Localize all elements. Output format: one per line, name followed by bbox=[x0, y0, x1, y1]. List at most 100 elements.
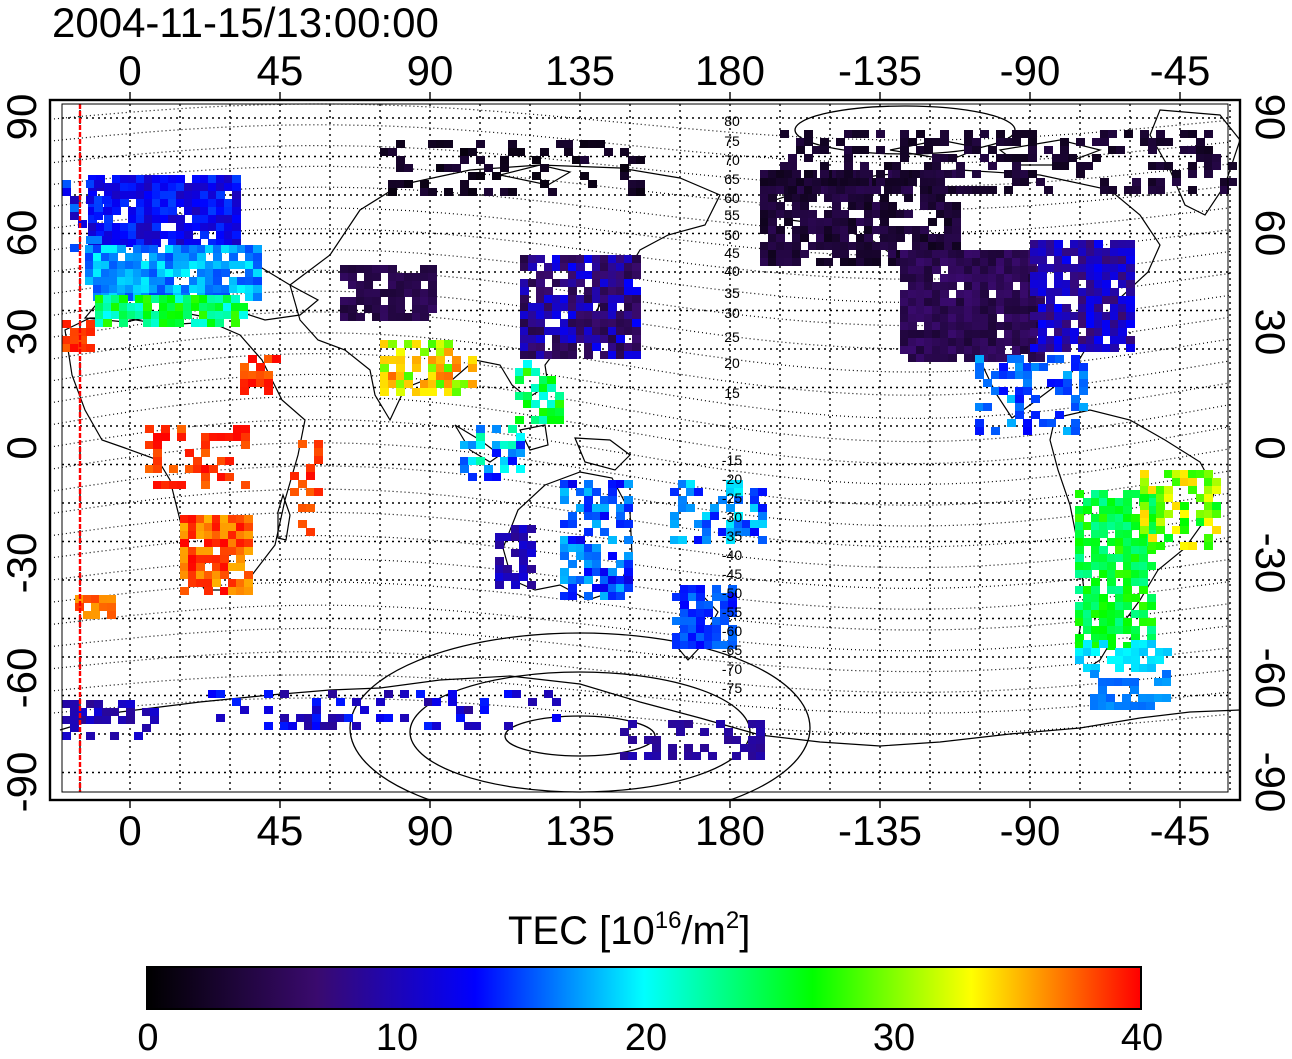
contour-line bbox=[50, 207, 1231, 257]
tec-cell bbox=[205, 261, 214, 269]
tec-cell bbox=[1023, 387, 1032, 395]
tec-cell bbox=[128, 223, 137, 231]
tec-cell bbox=[388, 340, 397, 348]
tec-cell bbox=[78, 708, 87, 716]
tec-cell bbox=[1038, 272, 1047, 280]
tec-cell bbox=[1004, 330, 1013, 338]
tec-cell bbox=[78, 328, 87, 336]
tec-cell bbox=[1076, 162, 1085, 170]
tec-cell bbox=[592, 287, 601, 295]
tec-cell bbox=[1148, 162, 1157, 170]
tec-cell bbox=[372, 265, 381, 273]
tec-cell bbox=[523, 400, 532, 408]
tec-cell bbox=[236, 515, 245, 523]
tec-cell bbox=[608, 496, 617, 504]
tec-cell bbox=[233, 425, 242, 433]
tec-cell bbox=[1140, 502, 1149, 510]
tec-cell bbox=[306, 528, 315, 536]
tec-cell bbox=[668, 752, 677, 760]
tec-cell bbox=[742, 528, 751, 536]
tec-cell bbox=[616, 319, 625, 327]
tec-cell bbox=[93, 285, 102, 293]
tec-cell bbox=[1204, 146, 1213, 154]
tec-cell bbox=[519, 533, 528, 541]
tec-cell bbox=[1075, 610, 1084, 618]
tec-cell bbox=[1180, 502, 1189, 510]
tec-cell bbox=[544, 295, 553, 303]
tec-cell bbox=[604, 148, 613, 156]
tec-cell bbox=[404, 340, 413, 348]
tec-cell bbox=[531, 416, 540, 424]
tec-cell bbox=[264, 355, 273, 363]
tec-cell bbox=[964, 290, 973, 298]
tec-cell bbox=[532, 172, 541, 180]
tec-cell bbox=[1115, 514, 1124, 522]
tec-cell bbox=[576, 263, 585, 271]
contour-line bbox=[50, 581, 1231, 631]
tec-cell bbox=[952, 210, 961, 218]
tec-cell bbox=[1012, 258, 1021, 266]
tec-cell bbox=[1086, 312, 1095, 320]
tec-cell bbox=[916, 314, 925, 322]
tec-cell bbox=[620, 164, 629, 172]
tec-cell bbox=[956, 330, 965, 338]
tec-cell bbox=[1054, 240, 1063, 248]
tec-cell bbox=[726, 528, 735, 536]
tec-cell bbox=[1156, 542, 1165, 550]
tec-cell bbox=[1107, 586, 1116, 594]
tec-cell bbox=[152, 175, 161, 183]
tec-cell bbox=[916, 290, 925, 298]
tec-cell bbox=[1079, 371, 1088, 379]
tec-cell bbox=[1075, 602, 1084, 610]
tec-cell bbox=[183, 303, 192, 311]
tec-cell bbox=[748, 720, 757, 728]
tec-cell bbox=[1107, 562, 1116, 570]
tec-cell bbox=[1124, 130, 1133, 138]
tec-cell bbox=[428, 340, 437, 348]
tec-cell bbox=[102, 236, 111, 244]
tec-cell bbox=[88, 231, 97, 239]
tec-cell bbox=[1063, 427, 1072, 435]
tec-cell bbox=[1094, 328, 1103, 336]
tec-cell bbox=[1115, 498, 1124, 506]
tec-cell bbox=[380, 388, 389, 396]
tec-cell bbox=[1092, 154, 1101, 162]
tec-cell bbox=[1075, 490, 1084, 498]
tec-cell bbox=[180, 571, 189, 579]
tec-cell bbox=[944, 202, 953, 210]
tec-cell bbox=[240, 387, 249, 395]
tec-cell bbox=[1162, 694, 1171, 702]
tec-cell bbox=[996, 138, 1005, 146]
tec-cell bbox=[232, 175, 241, 183]
tec-cell bbox=[152, 183, 161, 191]
tec-cell bbox=[1123, 514, 1132, 522]
tec-cell bbox=[1092, 138, 1101, 146]
tec-cell bbox=[120, 223, 129, 231]
tec-cell bbox=[306, 472, 315, 480]
tec-cell bbox=[1012, 178, 1021, 186]
tec-cell bbox=[1108, 146, 1117, 154]
tec-cell bbox=[1007, 395, 1016, 403]
tec-cell bbox=[528, 279, 537, 287]
tec-cell bbox=[167, 319, 176, 327]
tec-cell bbox=[1012, 154, 1021, 162]
tec-cell bbox=[528, 351, 537, 359]
tec-cell bbox=[336, 698, 345, 706]
tec-cell bbox=[107, 611, 116, 619]
tec-cell bbox=[584, 295, 593, 303]
tec-cell bbox=[1047, 355, 1056, 363]
tec-cell bbox=[175, 295, 184, 303]
tec-cell bbox=[840, 242, 849, 250]
tec-cell bbox=[616, 279, 625, 287]
tec-cell bbox=[527, 565, 536, 573]
tec-cell bbox=[828, 186, 837, 194]
tec-cell bbox=[1070, 288, 1079, 296]
tec-cell bbox=[412, 297, 421, 305]
tec-cell bbox=[197, 245, 206, 253]
tec-cell bbox=[1076, 170, 1085, 178]
tec-cell bbox=[181, 269, 190, 277]
contour-label: 20 bbox=[724, 355, 740, 371]
tec-cell bbox=[1068, 154, 1077, 162]
tec-cell bbox=[1083, 664, 1092, 672]
tec-cell bbox=[492, 172, 501, 180]
